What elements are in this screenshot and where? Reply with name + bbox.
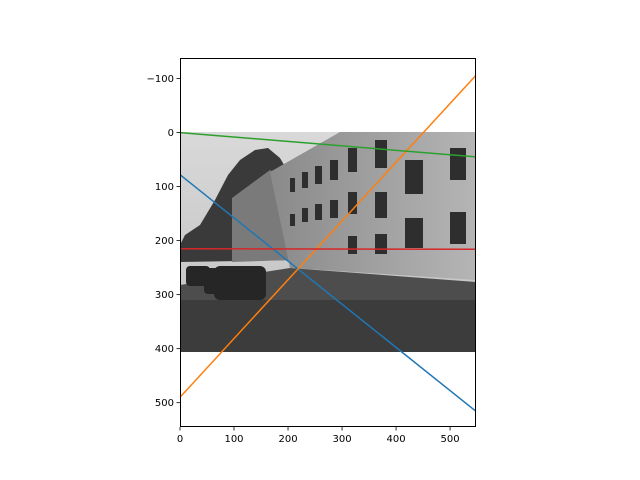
- y-tick-label: −100: [147, 74, 174, 85]
- y-tick-label: 500: [155, 398, 174, 409]
- x-tick-label: 0: [177, 434, 183, 445]
- x-tick-label: 500: [441, 434, 460, 445]
- x-tick-label: 400: [387, 434, 406, 445]
- series-line-4: [180, 247, 476, 250]
- y-tick-label: 100: [155, 182, 174, 193]
- y-axis: −100 0 100 200 300 400 500: [147, 74, 180, 409]
- y-tick-label: 0: [168, 128, 174, 139]
- x-tick-label: 200: [278, 434, 297, 445]
- y-tick-label: 200: [155, 236, 174, 247]
- axes-frame: [180, 58, 476, 427]
- photo-road: [180, 300, 476, 352]
- series-line-3: [180, 131, 476, 158]
- x-axis: 0 100 200 300 400 500: [177, 427, 460, 445]
- x-tick-label: 100: [224, 434, 243, 445]
- x-tick-label: 300: [332, 434, 351, 445]
- background-photo: [180, 132, 476, 352]
- series-line-1: [180, 174, 476, 412]
- photo-cars: [186, 266, 266, 300]
- y-tick-label: 300: [155, 290, 174, 301]
- series-line-2: [180, 74, 476, 398]
- photo-windows: [290, 140, 466, 254]
- y-tick-label: 400: [155, 344, 174, 355]
